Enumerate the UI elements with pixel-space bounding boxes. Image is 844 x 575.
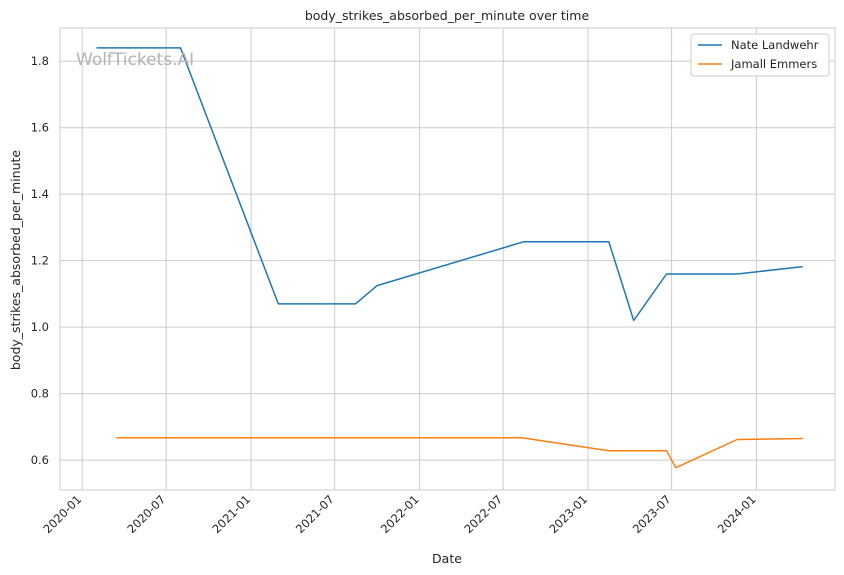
series-line-jamall-emmers — [116, 437, 803, 469]
y-tick-label: 1.6 — [31, 121, 49, 135]
y-tick-labels: 0.6 0.8 1.0 1.2 1.4 1.6 1.8 — [31, 54, 49, 467]
y-tick-label: 1.0 — [31, 320, 49, 334]
y-tick-label: 1.4 — [31, 187, 49, 201]
y-axis-label: body_strikes_absorbed_per_minute — [8, 150, 23, 371]
watermark-text: WolfTickets.AI — [76, 50, 194, 70]
y-tick-label: 1.8 — [31, 54, 49, 68]
grid-lines — [60, 28, 835, 490]
y-tick-label: 0.8 — [31, 387, 49, 401]
y-tick-label: 1.2 — [31, 254, 49, 268]
legend-box — [690, 33, 830, 77]
legend: Nate Landwehr Jamall Emmers — [690, 33, 830, 77]
y-tick-label: 0.6 — [31, 453, 49, 467]
legend-label-jamall-emmers: Jamall Emmers — [730, 57, 817, 71]
chart-title: body_strikes_absorbed_per_minute over ti… — [305, 8, 590, 23]
x-axis-label: Date — [432, 551, 462, 566]
series-lines — [96, 47, 803, 469]
plot-frame — [59, 27, 836, 491]
legend-label-nate-landwehr: Nate Landwehr — [731, 38, 819, 52]
series-line-nate-landwehr — [96, 47, 803, 322]
